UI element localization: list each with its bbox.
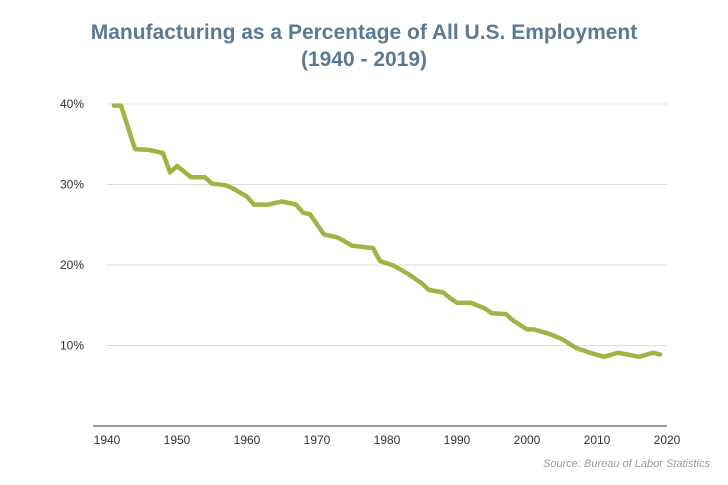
series-line [111,103,663,360]
x-tick-label: 1970 [304,433,331,447]
x-tick-label: 1940 [94,433,121,447]
chart-title: Manufacturing as a Percentage of All U.S… [90,21,638,44]
tick-labels: 10% 20% 30% 40% 1940 1950 1960 1970 1980 1990 2000… [60,97,681,447]
x-tick-label: 2020 [654,433,681,447]
chart-subtitle: (1940 - 2019) [300,48,428,71]
y-tick-label: 10% [60,339,84,353]
x-tick-label: 1980 [374,433,401,447]
x-tick-label: 2010 [584,433,611,447]
y-tick-label: 40% [60,97,84,111]
x-tick-label: 1960 [234,433,261,447]
x-tick-label: 2000 [514,433,541,447]
series-lines [111,103,663,360]
y-tick-label: 30% [60,178,84,192]
source-note: Source: Bureau of Labor Statistics [543,458,710,470]
gridlines [107,103,667,346]
x-tick-label: 1990 [444,433,471,447]
y-tick-label: 20% [60,258,84,272]
x-tick-label: 1950 [164,433,191,447]
